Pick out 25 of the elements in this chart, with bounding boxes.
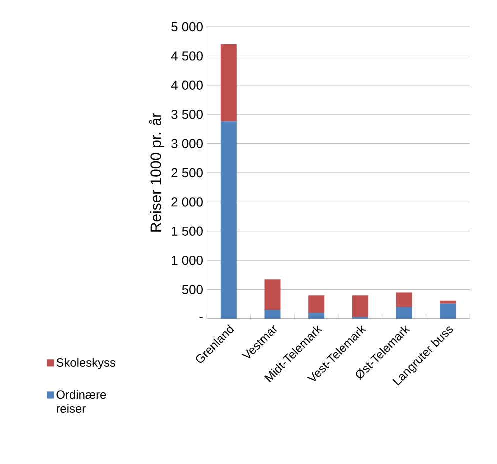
bar — [440, 300, 456, 304]
y-tick-label: 2 500 — [172, 168, 203, 178]
bar — [308, 313, 325, 319]
y-tick-label: 3 000 — [172, 139, 203, 148]
y-axis-title: Reiser 1000 pr. år — [149, 113, 164, 232]
bar — [396, 292, 412, 308]
bar — [440, 304, 456, 319]
y-tick-label: 3 500 — [172, 110, 203, 120]
bar — [264, 280, 281, 310]
y-tick-label: 4 000 — [171, 80, 203, 90]
bar — [220, 122, 237, 319]
y-tick-label: - — [200, 317, 203, 318]
y-tick-label: 1 000 — [172, 256, 203, 266]
legend-label: Skoleskyss — [56, 358, 116, 370]
bar — [352, 296, 368, 318]
bar — [308, 296, 325, 314]
y-tick-label: 4 500 — [171, 52, 203, 61]
legend-label: Ordinære reiser — [56, 390, 106, 414]
y-tick-label: 1 500 — [172, 226, 203, 236]
y-tick-label: 5 000 — [172, 22, 203, 32]
bar — [264, 310, 281, 319]
bar — [220, 44, 237, 122]
y-tick-label: 2 000 — [172, 198, 203, 207]
bar — [396, 307, 412, 319]
y-tick-label: 500 — [182, 285, 203, 294]
